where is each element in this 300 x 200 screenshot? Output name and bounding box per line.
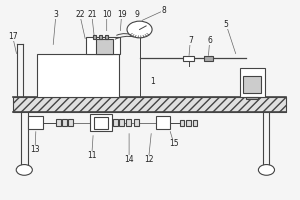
Bar [13, 97, 286, 112]
Text: 17: 17 [8, 32, 17, 41]
Circle shape [258, 165, 274, 175]
Bar [56, 119, 61, 126]
Bar [68, 119, 73, 126]
Text: 10: 10 [102, 10, 112, 19]
Text: 15: 15 [169, 139, 179, 148]
Bar [37, 54, 118, 97]
Text: 6: 6 [207, 36, 212, 45]
Bar [126, 119, 131, 126]
Bar [193, 120, 197, 126]
Text: 11: 11 [87, 151, 97, 160]
Bar [240, 68, 265, 97]
Bar [156, 116, 170, 129]
Bar [134, 119, 139, 126]
Bar [90, 114, 112, 131]
Bar [28, 116, 43, 129]
Bar [86, 37, 120, 54]
Text: 7: 7 [188, 36, 193, 45]
Bar [105, 35, 108, 39]
Text: 19: 19 [117, 10, 126, 19]
Text: 5: 5 [224, 20, 229, 29]
Circle shape [16, 165, 32, 175]
Bar [180, 120, 184, 126]
Bar [183, 56, 194, 61]
Text: 9: 9 [134, 10, 139, 19]
Bar [246, 97, 257, 99]
Bar [113, 119, 118, 126]
Bar [243, 76, 261, 93]
Bar [204, 56, 213, 61]
Text: 21: 21 [87, 10, 97, 19]
Text: 22: 22 [75, 10, 85, 19]
Text: 12: 12 [144, 155, 153, 164]
Bar [186, 120, 191, 126]
Bar [93, 35, 96, 39]
Text: 13: 13 [30, 145, 40, 154]
Bar [62, 119, 67, 126]
Bar [96, 39, 113, 54]
Text: 8: 8 [161, 6, 166, 15]
Bar [94, 117, 108, 129]
Bar [99, 35, 102, 39]
Text: 1: 1 [151, 77, 155, 86]
Text: 3: 3 [53, 10, 58, 19]
Bar [118, 119, 124, 126]
Text: 14: 14 [124, 155, 134, 164]
Circle shape [127, 21, 152, 38]
